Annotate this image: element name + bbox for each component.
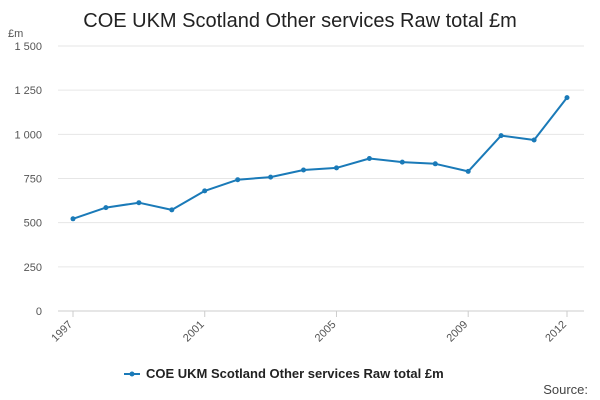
legend: COE UKM Scotland Other services Raw tota… <box>124 366 444 381</box>
y-tick-label: 0 <box>36 306 42 318</box>
y-axis-unit-label: £m <box>8 28 23 40</box>
data-point-2009[interactable] <box>465 168 471 174</box>
x-axis: 1997 2001 2005 2009 2012 <box>49 311 569 344</box>
source-label: Source: <box>543 382 588 397</box>
legend-point-marker <box>129 371 135 377</box>
y-tick-label: 250 <box>24 262 42 274</box>
y-tick-label: 750 <box>24 174 42 186</box>
x-tick-label: 2009 <box>445 319 471 345</box>
legend-series-label: COE UKM Scotland Other services Raw tota… <box>146 366 444 381</box>
series-line-0 <box>72 96 568 220</box>
x-tick-label: 2005 <box>313 319 339 345</box>
data-point-2000[interactable] <box>169 207 175 213</box>
y-tick-label: 500 <box>24 218 42 230</box>
x-tick-label: 2001 <box>181 319 207 345</box>
y-axis-tick-labels: 0 250 500 750 1 000 1 250 1 500 <box>14 41 42 318</box>
data-point-2010[interactable] <box>498 133 504 139</box>
y-tick-label: 1 250 <box>14 85 42 97</box>
data-point-1998[interactable] <box>103 205 109 211</box>
grid-lines <box>58 45 584 312</box>
data-point-1999[interactable] <box>136 200 142 206</box>
data-point-2003[interactable] <box>268 174 274 180</box>
data-point-2001[interactable] <box>202 188 208 194</box>
y-tick-label: 1 000 <box>14 129 42 141</box>
data-point-2006[interactable] <box>366 156 372 161</box>
chart-title: COE UKM Scotland Other services Raw tota… <box>83 10 516 32</box>
data-point-2008[interactable] <box>432 161 438 167</box>
y-tick-label: 1 500 <box>14 41 42 53</box>
x-tick-label: 1997 <box>49 319 75 345</box>
x-tick-label: 2012 <box>543 319 569 345</box>
data-point-2007[interactable] <box>399 159 405 165</box>
data-point-2005[interactable] <box>334 165 339 171</box>
data-point-2004[interactable] <box>301 167 306 173</box>
data-point-2012[interactable] <box>564 95 570 101</box>
data-point-1997[interactable] <box>70 216 76 222</box>
data-point-2011[interactable] <box>531 137 537 143</box>
data-point-2002[interactable] <box>235 177 241 183</box>
series-layer <box>70 95 570 222</box>
